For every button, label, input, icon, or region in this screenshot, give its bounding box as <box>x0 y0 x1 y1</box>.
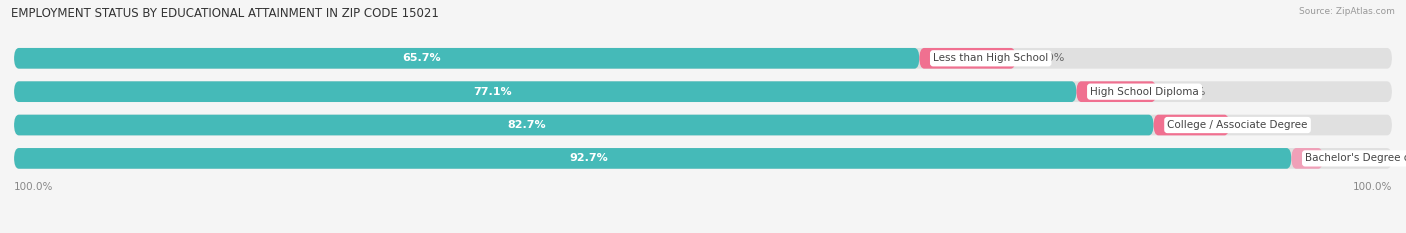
FancyBboxPatch shape <box>14 115 1153 135</box>
FancyBboxPatch shape <box>14 48 1392 69</box>
FancyBboxPatch shape <box>14 115 1392 135</box>
Text: College / Associate Degree: College / Associate Degree <box>1167 120 1308 130</box>
Text: Less than High School: Less than High School <box>934 53 1049 63</box>
Text: 92.7%: 92.7% <box>569 153 609 163</box>
Text: 7.0%: 7.0% <box>1036 53 1064 63</box>
Text: 65.7%: 65.7% <box>402 53 440 63</box>
FancyBboxPatch shape <box>1153 115 1229 135</box>
Text: Source: ZipAtlas.com: Source: ZipAtlas.com <box>1299 7 1395 16</box>
FancyBboxPatch shape <box>14 48 920 69</box>
Text: 82.7%: 82.7% <box>508 120 546 130</box>
Text: 77.1%: 77.1% <box>472 87 512 97</box>
FancyBboxPatch shape <box>1077 81 1156 102</box>
FancyBboxPatch shape <box>920 48 1015 69</box>
Text: 5.8%: 5.8% <box>1177 87 1205 97</box>
FancyBboxPatch shape <box>1291 148 1323 169</box>
Text: 100.0%: 100.0% <box>1353 182 1392 192</box>
Text: High School Diploma: High School Diploma <box>1090 87 1199 97</box>
Text: 2.3%: 2.3% <box>1344 153 1372 163</box>
Text: 100.0%: 100.0% <box>14 182 53 192</box>
FancyBboxPatch shape <box>14 148 1291 169</box>
FancyBboxPatch shape <box>14 148 1392 169</box>
FancyBboxPatch shape <box>14 81 1392 102</box>
Text: 5.5%: 5.5% <box>1250 120 1278 130</box>
Text: EMPLOYMENT STATUS BY EDUCATIONAL ATTAINMENT IN ZIP CODE 15021: EMPLOYMENT STATUS BY EDUCATIONAL ATTAINM… <box>11 7 439 20</box>
Text: Bachelor's Degree or higher: Bachelor's Degree or higher <box>1305 153 1406 163</box>
FancyBboxPatch shape <box>14 81 1077 102</box>
